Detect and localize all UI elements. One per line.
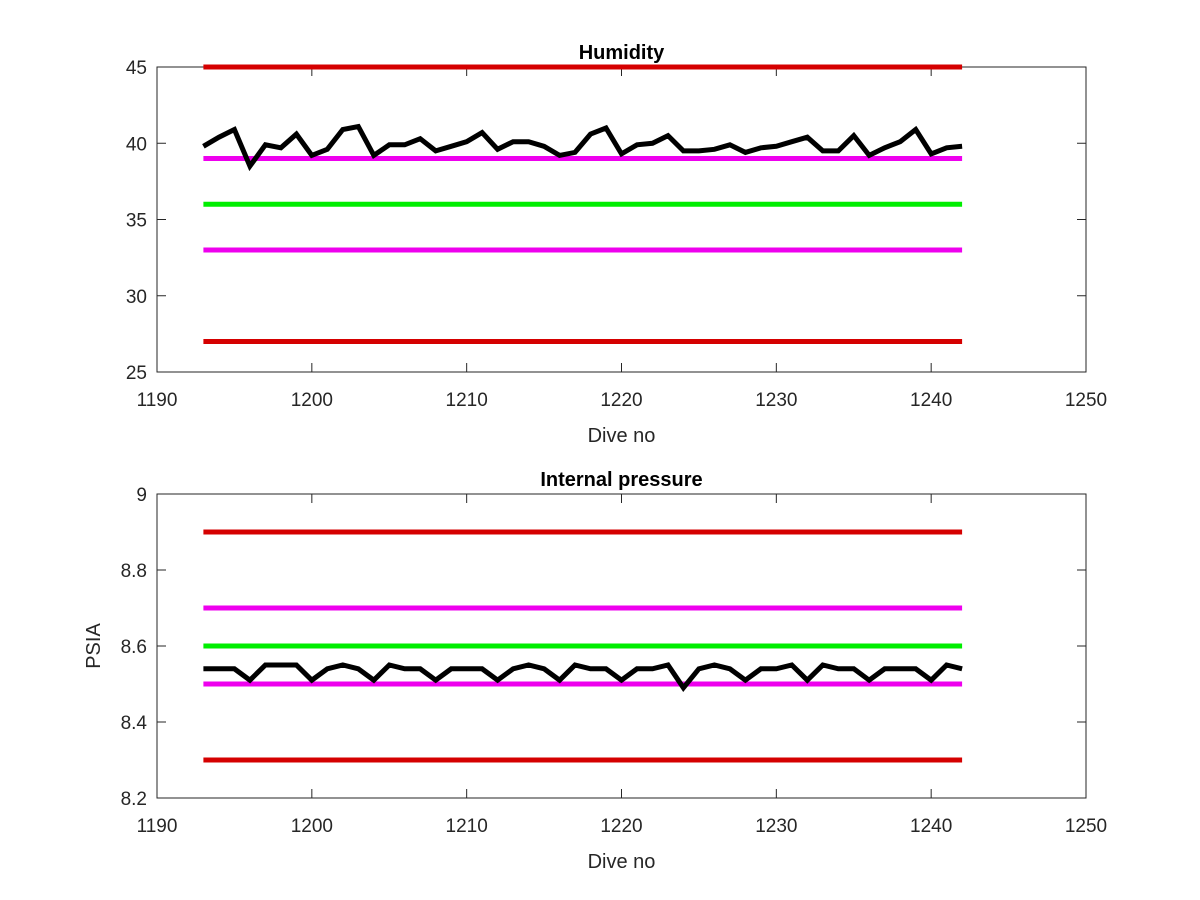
- measurement-line: [203, 662, 963, 692]
- y-tick-label: 8.6: [121, 637, 147, 658]
- x-tick-label: 1240: [910, 390, 952, 411]
- x-tick-label: 1200: [291, 390, 333, 411]
- y-tick-label: 40: [126, 134, 147, 155]
- y-tick-label: 45: [126, 58, 147, 79]
- chart-title: Humidity: [579, 42, 665, 64]
- y-tick-label: 8.2: [121, 789, 147, 810]
- x-tick-label: 1250: [1065, 816, 1107, 837]
- x-tick-label: 1200: [291, 816, 333, 837]
- chart-title: Internal pressure: [540, 469, 702, 491]
- y-axis-label: PSIA: [83, 623, 105, 669]
- x-axis-label: Dive no: [588, 851, 656, 873]
- y-tick-label: 25: [126, 363, 147, 384]
- x-tick-label: 1190: [137, 390, 178, 411]
- x-tick-label: 1230: [755, 390, 797, 411]
- y-tick-label: 35: [126, 211, 147, 232]
- internal-pressure-plot: 1190 1200 1210 1220 1230 1240 1250 8.2 8.4 8.6 8.8…: [83, 469, 1107, 873]
- axes-box: [156, 66, 1087, 373]
- x-tick-label: 1210: [446, 390, 488, 411]
- y-tick-label: 30: [126, 287, 147, 308]
- x-tick-label: 1250: [1065, 390, 1107, 411]
- x-tick-label: 1220: [600, 816, 642, 837]
- x-axis-label: Dive no: [588, 425, 656, 447]
- measurement-line: [202, 123, 963, 172]
- x-tick-label: 1230: [755, 816, 797, 837]
- humidity-plot: 1190 1200 1210 1220 1230 1240 1250 25 30 35 40 45 Hu…: [126, 42, 1107, 447]
- x-tick-label: 1190: [137, 816, 178, 837]
- x-tick-label: 1210: [446, 816, 488, 837]
- x-tick-label: 1220: [600, 390, 642, 411]
- y-tick-label: 8.8: [121, 561, 147, 582]
- y-tick-label: 9: [136, 485, 147, 506]
- y-tick-label: 8.4: [121, 713, 148, 734]
- x-tick-label: 1240: [910, 816, 952, 837]
